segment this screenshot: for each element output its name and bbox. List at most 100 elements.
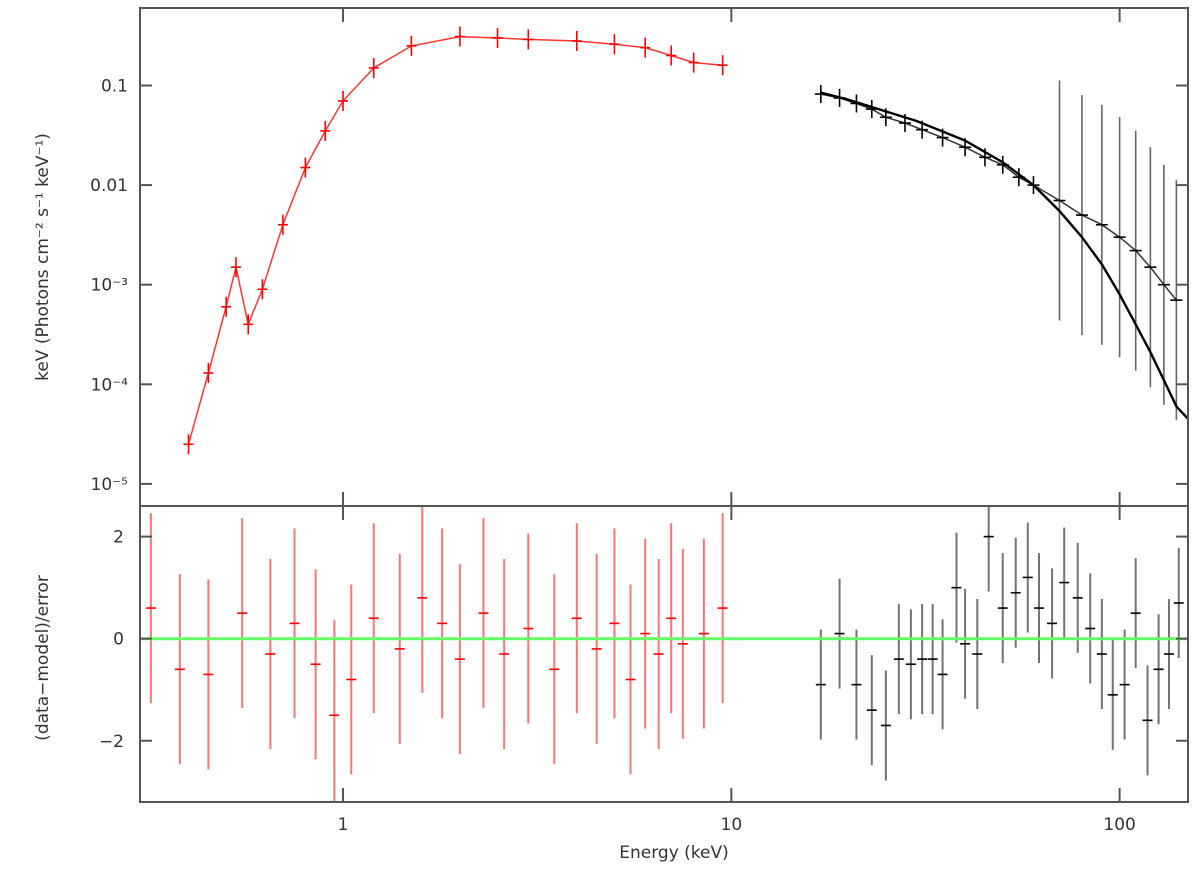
residual-y-axis-label: (data−model)/error: [33, 575, 53, 741]
residual-series-1-point: [1142, 665, 1153, 776]
residual-series-0-point: [417, 506, 428, 693]
residual-series-0-point: [591, 553, 602, 744]
spectrum-series-0-point: [688, 52, 699, 73]
spectrum-series-0-point: [717, 55, 728, 76]
residual-series-0-point: [145, 513, 156, 704]
spectrum-y-axis-label: keV (Photons cm⁻² s⁻¹ keV⁻¹): [33, 133, 53, 381]
residual-series-1-point: [1130, 558, 1141, 669]
residual-series-0-point: [609, 528, 620, 719]
residual-series-1-point: [951, 532, 962, 643]
residual-series-1-point: [917, 604, 928, 715]
residual-series-1-point: [1119, 629, 1130, 740]
spectrum-model-curve: [820, 91, 1189, 420]
residual-series-0-point: [394, 553, 405, 744]
residual-series-1-point: [1034, 553, 1045, 664]
spectrum-series-1-point: [1170, 180, 1183, 421]
x-axis-label: Energy (keV): [619, 843, 729, 863]
spectrum-series-0-line: [187, 35, 723, 445]
residual-series-1-point: [893, 604, 904, 715]
residual-series-0-point: [653, 559, 664, 749]
residual-series-1-point: [1010, 537, 1021, 648]
spectrum-panel: 10⁻⁵ 10⁻⁴ 10⁻³ 0.01 0.1: [90, 7, 1189, 507]
spectrum-series-0-point: [203, 362, 214, 383]
residual-series-1-point: [983, 506, 994, 592]
residual-series-1-point: [927, 604, 938, 715]
spectrum-series-0-point: [221, 296, 232, 317]
residual-series-0-point: [499, 559, 510, 749]
residual-series-1-point: [1072, 542, 1083, 653]
x-axis-ticks: 1 10 100: [338, 8, 1136, 835]
residual-series-1-point: [1153, 614, 1164, 725]
spectrum-series-1-point: [1053, 80, 1066, 321]
residual-series-1-point: [997, 553, 1008, 664]
spectrum-series-0-point: [454, 26, 465, 47]
spectrum-y-ticks: 10⁻⁵ 10⁻⁴ 10⁻³ 0.01 0.1: [90, 77, 1188, 495]
residual-series-1-point: [880, 670, 891, 781]
residual-series-1-point: [851, 629, 862, 740]
residual-series-1-point: [834, 578, 845, 689]
spectrum-series-0-point: [368, 57, 379, 78]
residual-series-0-point: [625, 584, 636, 775]
residual-series-1-point: [1107, 639, 1118, 750]
residual-series-1-point: [1022, 522, 1033, 633]
spectrum-series-0-point: [300, 157, 311, 178]
residual-series-0-point: [677, 548, 688, 739]
spectrum-y-tick-label: 0.1: [101, 77, 128, 97]
spectrum-frame: [139, 7, 1189, 507]
residual-series-0-point: [346, 584, 357, 775]
residual-series-1-point: [866, 655, 877, 766]
spectrum-series-0-point: [640, 37, 651, 58]
residual-y-tick-label: 2: [113, 528, 124, 548]
residual-series-0-point: [549, 574, 560, 765]
spectrum-series-0-point: [243, 314, 254, 335]
residual-series-0-point: [203, 579, 214, 770]
spectrum-series-1-point: [1157, 164, 1170, 405]
spectrum-series-0-point: [257, 279, 268, 300]
spectrum-y-tick-label: 10⁻⁵: [91, 475, 128, 495]
residual-series-1-point: [972, 599, 983, 709]
x-tick-label: 10: [721, 815, 743, 835]
spectrum-series-0-point: [277, 214, 288, 235]
residual-series-1-point: [1059, 527, 1070, 638]
residual-series-0-point: [289, 528, 300, 719]
residual-series-1-point: [1096, 599, 1107, 709]
spectrum-series-1-point: [1144, 147, 1157, 388]
residual-series-0-point: [368, 523, 379, 714]
spectrum-y-tick-label: 0.01: [90, 176, 128, 196]
spectrum-series-0-point: [609, 34, 620, 55]
residual-y-ticks: −2 0 2: [99, 528, 1188, 752]
spectrum-series-1-point: [1075, 95, 1088, 336]
residual-series-1-point: [937, 619, 948, 730]
residual-series-0-point: [640, 538, 651, 729]
residual-series-0-point: [310, 569, 321, 760]
residual-series-0-point: [698, 538, 709, 729]
spectrum-y-tick-label: 10⁻³: [91, 276, 128, 296]
residual-series-1-point: [1173, 547, 1184, 658]
residual-series-0-point: [571, 523, 582, 714]
residual-series-0-point: [237, 518, 248, 709]
residual-y-tick-label: 0: [113, 630, 124, 650]
residual-series-0-point: [666, 523, 677, 714]
residual-series-1-point: [905, 609, 916, 720]
spectrum-marks: [183, 26, 1189, 455]
spectrum-series-0-point: [666, 45, 677, 66]
residual-frame: [139, 505, 1189, 803]
spectrum-series-1-line: [820, 93, 1177, 301]
residual-series-1-point: [960, 588, 971, 699]
spectrum-y-tick-label: 10⁻⁴: [91, 375, 129, 395]
residual-y-tick-label: −2: [99, 732, 124, 752]
residual-series-1-point: [1163, 599, 1174, 709]
x-tick-label: 100: [1103, 815, 1135, 835]
spectrum-series-0-point: [338, 90, 349, 111]
residual-marks: [140, 506, 1188, 802]
spectrum-series-0-point: [492, 27, 503, 48]
residual-series-1-point: [1085, 573, 1096, 684]
spectrum-series-0-point: [183, 434, 194, 455]
residual-series-1-point: [815, 629, 826, 740]
residual-series-0-point: [523, 533, 534, 724]
spectrum-series-1-point: [1113, 117, 1126, 358]
spectrum-series-0-point: [406, 35, 417, 56]
residual-series-0-point: [454, 564, 465, 755]
spectrum-series-0-point: [523, 29, 534, 50]
